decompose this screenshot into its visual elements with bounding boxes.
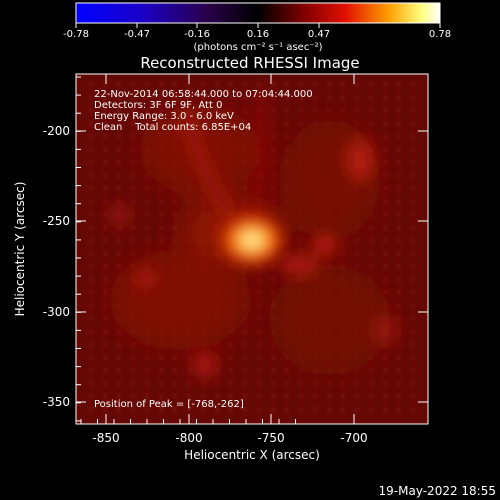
colorbar-tick-label: -0.78	[63, 29, 89, 40]
colorbar: -0.78 -0.47 -0.16 0.16 0.47 0.78 (photons cm⁻…	[63, 2, 451, 53]
y-tick-label: -200	[43, 124, 70, 138]
info-method-counts: Clean Total counts: 6.85E+04	[94, 122, 251, 133]
y-axis: -200 -250 -300 -350	[43, 76, 428, 422]
x-tick-label: -850	[92, 431, 119, 445]
info-block: 22-Nov-2014 06:58:44.000 to 07:04:44.000…	[94, 89, 313, 410]
plot-frame	[75, 73, 429, 425]
info-peak-position: Position of Peak = [-768,-262]	[94, 399, 244, 410]
x-tick-label: -800	[175, 431, 202, 445]
colorbar-unit-label: (photons cm⁻² s⁻¹ asec⁻²)	[193, 42, 322, 53]
colorbar-tick-label: 0.47	[308, 29, 330, 40]
colorbar-tick-label: 0.78	[429, 29, 451, 40]
x-axis-label: Heliocentric X (arcsec)	[184, 448, 320, 462]
y-tick-label: -300	[43, 305, 70, 319]
colorbar-tick-label: -0.47	[124, 29, 150, 40]
x-tick-label: -750	[257, 431, 284, 445]
y-axis-label: Heliocentric Y (arcsec)	[13, 182, 27, 317]
colorbar-gradient	[75, 2, 441, 24]
footer-date: 19-May-2022 18:55	[379, 484, 496, 498]
x-tick-label: -700	[340, 431, 367, 445]
info-energy: Energy Range: 3.0 - 6.0 keV	[94, 111, 234, 122]
solar-image	[76, 74, 428, 424]
info-time-range: 22-Nov-2014 06:58:44.000 to 07:04:44.000	[94, 89, 313, 100]
y-tick-label: -250	[43, 214, 70, 228]
colorbar-tick-label: -0.16	[184, 29, 210, 40]
image-title: Reconstructed RHESSI Image	[140, 54, 359, 72]
colorbar-ticks: -0.78 -0.47 -0.16 0.16 0.47 0.78	[63, 23, 451, 40]
info-detectors: Detectors: 3F 6F 9F, Att 0	[94, 100, 222, 111]
y-tick-label: -350	[43, 395, 70, 409]
x-axis: -850 -800 -750 -700	[80, 74, 368, 445]
colorbar-tick-label: 0.16	[247, 29, 269, 40]
